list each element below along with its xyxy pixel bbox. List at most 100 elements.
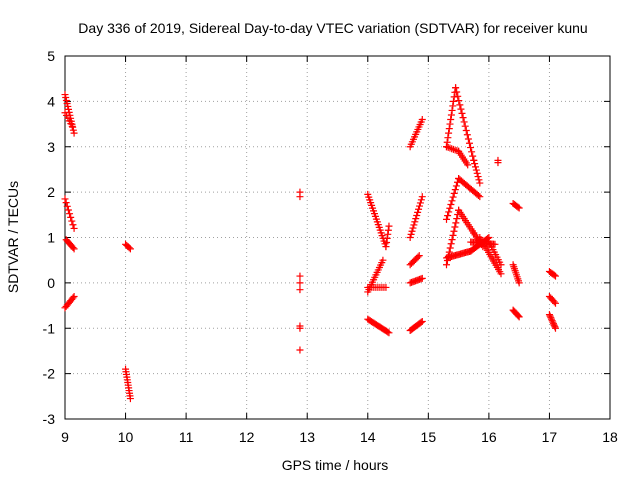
data-point	[445, 208, 453, 216]
data-point	[444, 212, 452, 220]
data-point	[449, 102, 457, 110]
data-point	[515, 204, 523, 212]
data-point	[417, 196, 425, 204]
data-point	[444, 143, 452, 151]
data-point	[548, 317, 556, 325]
y-tick-label: 2	[47, 184, 55, 200]
y-axis-label: SDTVAR / TECUs	[5, 181, 21, 293]
data-point	[406, 234, 414, 241]
data-point	[545, 311, 553, 319]
data-point	[448, 197, 456, 205]
data-point	[384, 226, 392, 234]
data-point	[379, 256, 387, 264]
data-point	[547, 314, 555, 322]
data-point	[455, 97, 463, 105]
y-tick-label: 4	[47, 93, 55, 109]
data-point	[70, 292, 78, 300]
data-point	[411, 218, 419, 226]
data-point	[383, 238, 391, 246]
data-point	[465, 139, 473, 147]
data-point	[497, 261, 505, 269]
data-point	[550, 321, 558, 329]
data-point	[447, 116, 455, 124]
grid-lines	[65, 56, 610, 419]
data-point	[415, 202, 423, 210]
data-point	[448, 236, 456, 244]
data-point	[414, 253, 422, 261]
data-point	[459, 114, 467, 122]
data-point	[443, 143, 450, 151]
data-point	[126, 245, 134, 253]
data-point	[382, 243, 390, 251]
data-point	[443, 261, 450, 269]
data-point	[464, 135, 472, 143]
y-tick-label: 5	[47, 48, 55, 64]
data-point	[70, 224, 78, 232]
data-point	[476, 193, 484, 201]
data-point	[550, 271, 558, 279]
data-point	[69, 126, 77, 134]
data-point	[418, 193, 426, 201]
data-point	[475, 176, 483, 184]
data-point	[447, 201, 455, 208]
data-point	[416, 199, 424, 207]
data-point	[452, 219, 460, 227]
data-point	[410, 221, 418, 229]
data-point	[418, 317, 426, 325]
data-point	[418, 274, 426, 282]
data-point	[546, 312, 554, 320]
x-tick-label: 15	[421, 429, 437, 445]
data-points	[61, 84, 559, 403]
data-point	[447, 111, 455, 119]
data-point	[443, 215, 450, 223]
data-point	[445, 129, 453, 137]
data-point	[551, 323, 559, 331]
data-point	[514, 203, 522, 211]
data-point	[409, 224, 417, 232]
data-point	[64, 102, 72, 110]
x-tick-label: 13	[299, 429, 315, 445]
data-point	[296, 346, 304, 354]
data-point	[61, 91, 69, 99]
data-point	[384, 230, 392, 238]
axis-ticks	[64, 55, 611, 420]
data-point	[450, 189, 458, 197]
data-point	[70, 129, 78, 137]
data-point	[552, 299, 559, 307]
chart-title: Day 336 of 2019, Sidereal Day-to-day VTE…	[78, 20, 587, 36]
data-point	[64, 206, 72, 214]
x-tick-label: 17	[542, 429, 558, 445]
x-axis-label: GPS time / hours	[282, 457, 389, 473]
data-point	[473, 169, 481, 177]
data-point	[62, 199, 70, 207]
y-tick-label: -1	[43, 320, 56, 336]
data-point	[451, 223, 459, 231]
x-tick-label: 10	[118, 429, 134, 445]
y-tick-label: 0	[47, 275, 55, 291]
data-point	[447, 240, 455, 248]
data-point	[549, 318, 557, 326]
data-point	[382, 283, 390, 291]
data-point	[454, 92, 462, 100]
data-point	[446, 204, 454, 212]
data-point	[446, 244, 454, 252]
data-point	[552, 272, 559, 280]
data-point	[469, 152, 477, 160]
data-point	[515, 279, 523, 287]
data-point	[69, 244, 77, 252]
data-point	[450, 227, 458, 235]
data-point	[515, 313, 523, 321]
data-point	[549, 320, 557, 328]
data-point	[471, 160, 479, 168]
data-point	[296, 193, 304, 201]
data-point	[448, 145, 456, 153]
data-point	[467, 144, 475, 152]
data-point	[462, 126, 470, 134]
data-point	[446, 144, 454, 152]
data-point	[445, 125, 453, 133]
data-point	[474, 191, 482, 199]
data-point	[443, 138, 451, 146]
y-tick-label: 1	[47, 230, 55, 246]
data-point	[68, 217, 76, 225]
